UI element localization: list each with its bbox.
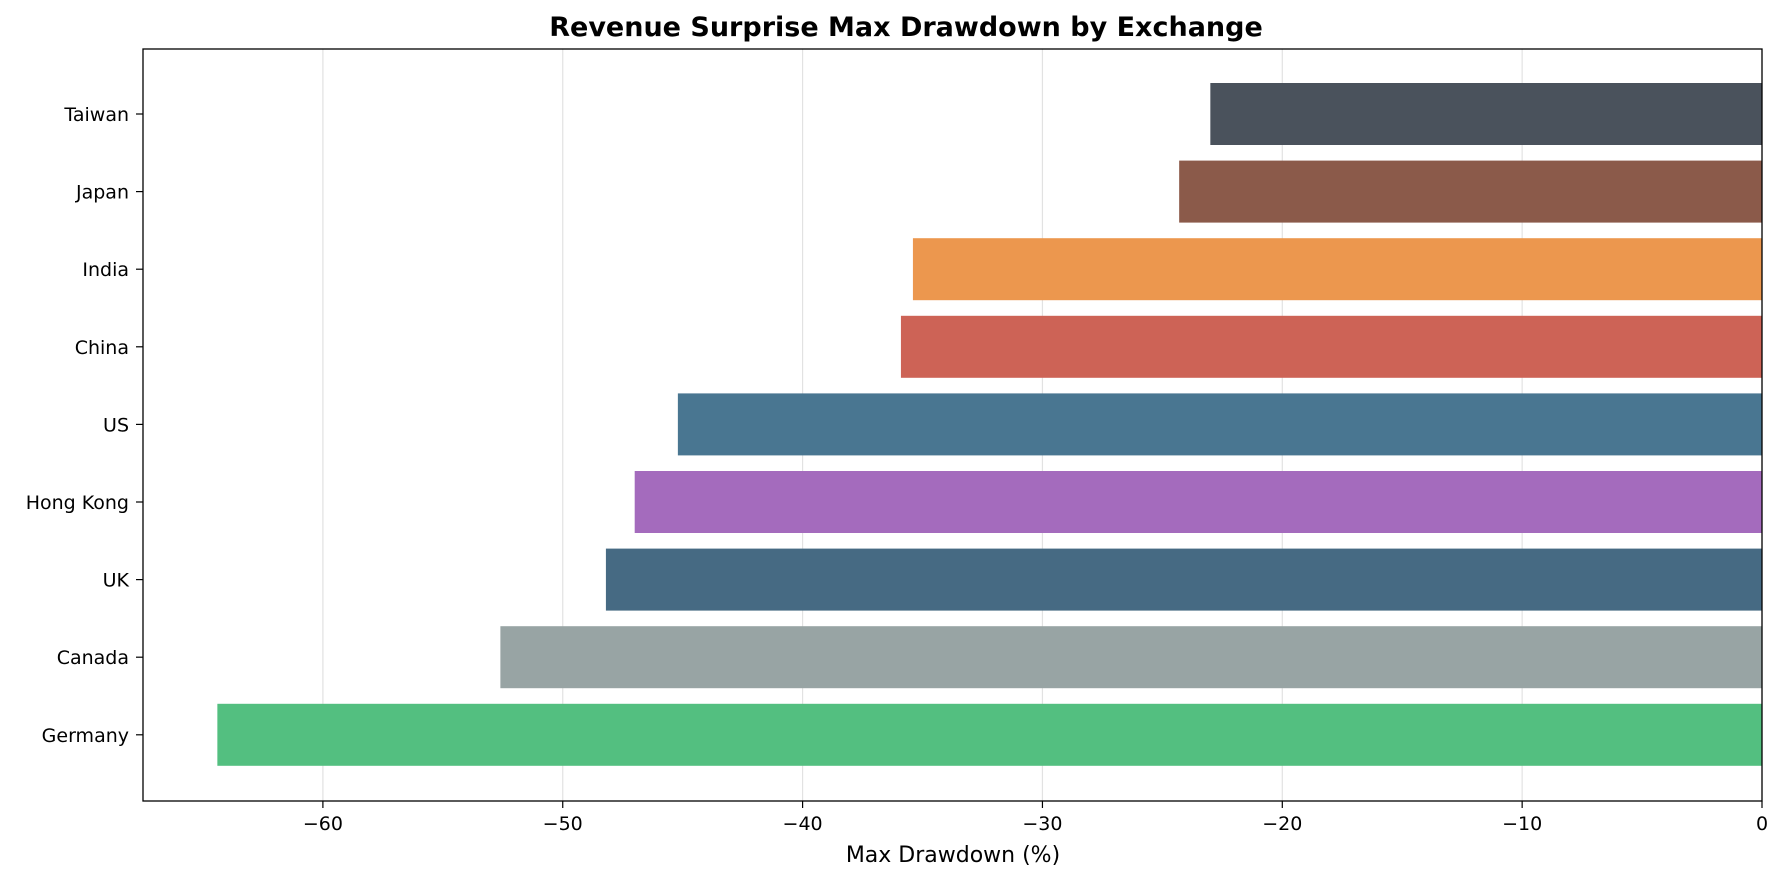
x-tick-label: −20	[1262, 813, 1302, 835]
bar-japan	[1179, 160, 1762, 223]
y-tick-label: Taiwan	[63, 104, 129, 126]
y-axis: Taiwan Japan India China US Hong Kong UK Canada…	[26, 104, 143, 747]
bar-us	[677, 393, 1762, 456]
bar-uk	[605, 548, 1762, 611]
x-axis-label: Max Drawdown (%)	[846, 843, 1060, 868]
x-tick-label: 0	[1756, 813, 1768, 835]
bar-india	[912, 238, 1762, 301]
y-tick-label: China	[75, 337, 129, 359]
bar-canada	[500, 626, 1762, 689]
y-tick-label: Canada	[57, 647, 129, 669]
x-tick-label: −60	[303, 813, 343, 835]
y-tick-label: Hong Kong	[26, 492, 129, 514]
bar-taiwan	[1210, 83, 1762, 145]
bars	[217, 83, 1762, 766]
bar-hong-kong	[634, 471, 1762, 533]
x-tick-label: −10	[1502, 813, 1542, 835]
x-tick-label: −50	[543, 813, 583, 835]
bar-china	[900, 315, 1762, 378]
x-tick-label: −40	[783, 813, 823, 835]
x-axis: −60 −50 −40 −30 −20 −10 0	[303, 801, 1768, 835]
y-tick-label: India	[82, 259, 129, 281]
y-tick-label: Japan	[75, 182, 129, 204]
y-tick-label: UK	[103, 570, 130, 592]
y-tick-label: Germany	[42, 725, 129, 747]
x-tick-label: −30	[1022, 813, 1062, 835]
chart-title: Revenue Surprise Max Drawdown by Exchang…	[549, 12, 1263, 43]
bar-germany	[217, 703, 1762, 766]
y-tick-label: US	[103, 414, 129, 436]
